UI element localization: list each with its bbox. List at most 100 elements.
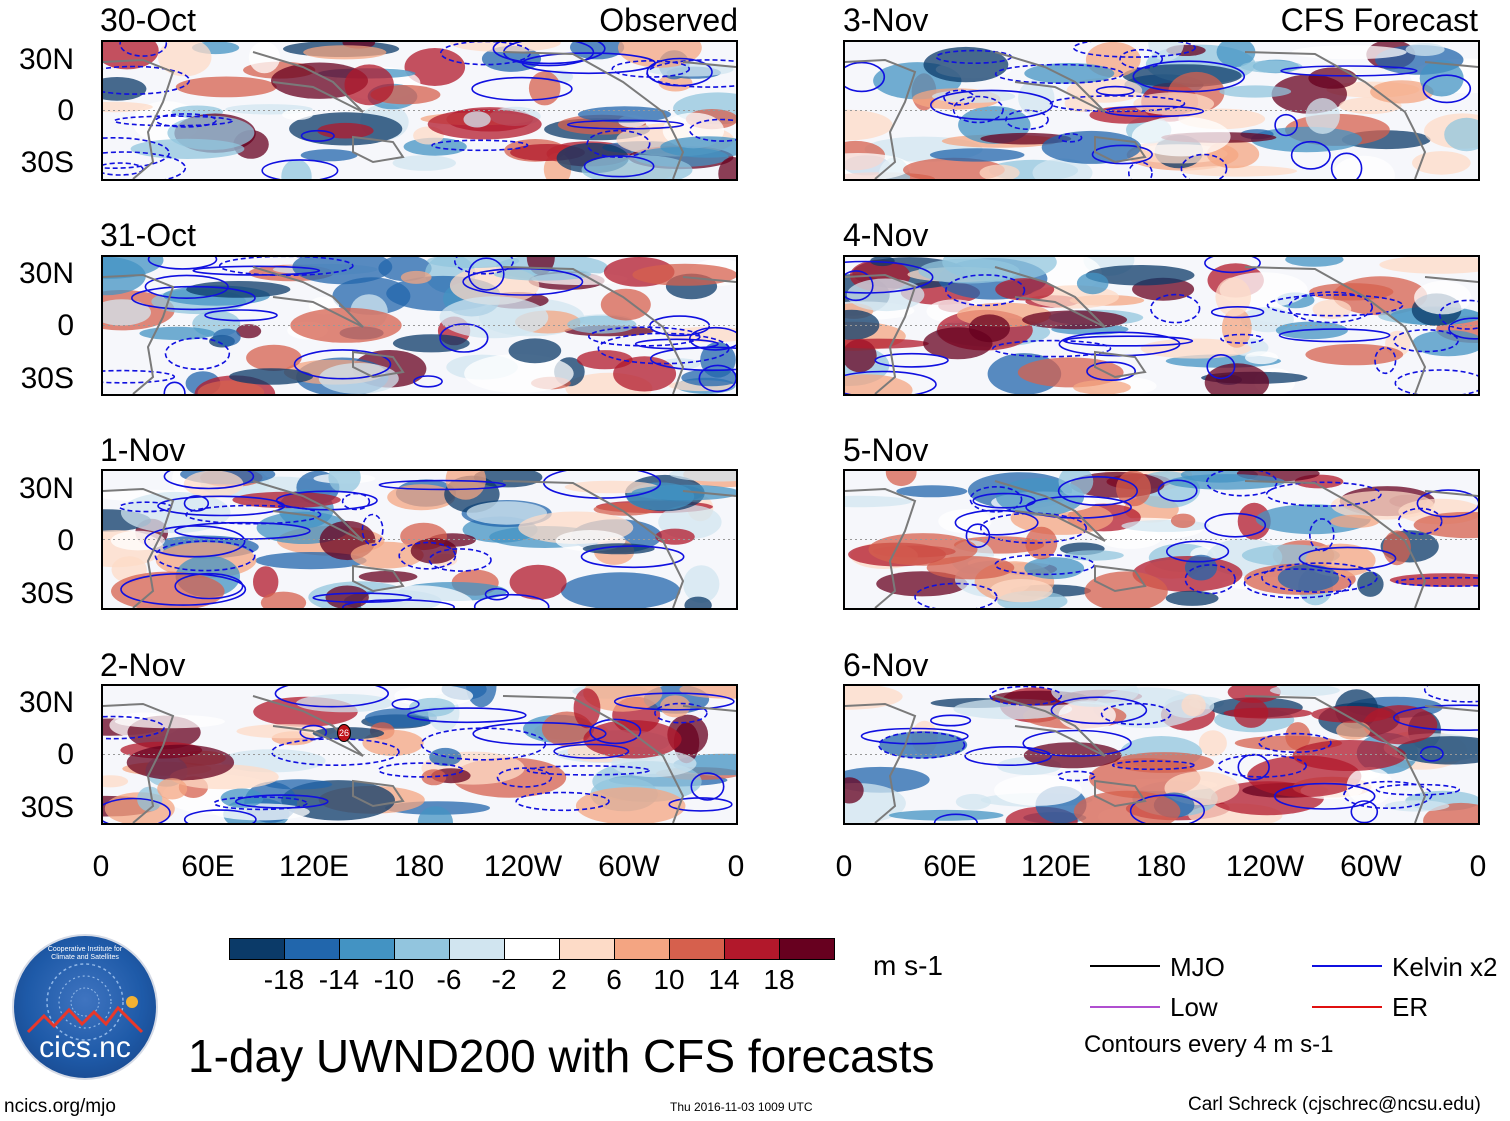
wind-anomaly-patch (1121, 519, 1210, 532)
wind-anomaly-patch (718, 157, 736, 179)
kelvin-contour (845, 260, 934, 294)
kelvin-contour (860, 727, 969, 745)
coastline (994, 51, 1106, 113)
coastline (502, 266, 685, 394)
kelvin-contour (472, 721, 607, 746)
lat-tick-label: 30N (18, 257, 74, 290)
coastline (352, 350, 405, 379)
coastline (682, 490, 736, 497)
wind-anomaly-patch (1336, 720, 1371, 740)
map-canvas (845, 471, 1478, 608)
kelvin-contour (649, 346, 736, 372)
wind-anomaly-patch (445, 471, 486, 500)
colorbar-swatch (779, 938, 835, 960)
coastline (845, 487, 917, 608)
wind-anomaly-patch (903, 157, 1005, 179)
wind-anomaly-patch (1017, 357, 1124, 388)
wind-anomaly-patch (1346, 766, 1394, 805)
lon-tick-label: 0 (727, 850, 745, 883)
map-panel (843, 469, 1480, 610)
contour-interval-note: Contours every 4 m s-1 (1084, 1031, 1334, 1058)
kelvin-contour (174, 572, 244, 600)
kelvin-contour (1395, 576, 1478, 587)
wind-anomaly-patch (290, 307, 402, 343)
wind-anomaly-patch (1331, 490, 1434, 520)
wind-anomaly-patch (409, 697, 455, 717)
panel-date: 31-Oct (100, 217, 197, 253)
coastline (1094, 779, 1147, 808)
kelvin-contour (1394, 369, 1478, 394)
wind-anomaly-patch (918, 258, 1020, 284)
wind-anomaly-patch (1098, 527, 1162, 549)
wind-anomaly-patch (567, 315, 637, 334)
wind-anomaly-patch (1181, 694, 1206, 717)
kelvin-contour (964, 745, 1052, 766)
kelvin-contour (293, 349, 392, 380)
kelvin-contour (589, 718, 642, 745)
wind-anomaly-patch (660, 136, 736, 158)
wind-anomaly-patch (1148, 42, 1184, 61)
lat-tick-label: 0 (57, 524, 74, 557)
wind-anomaly-patch (968, 314, 1010, 343)
kelvin-contour (1374, 346, 1397, 375)
kelvin-contour (1204, 257, 1261, 274)
wind-anomaly-patch (246, 344, 302, 371)
wind-anomaly-patch (1413, 511, 1478, 539)
kelvin-contour (1100, 702, 1172, 726)
wind-anomaly-patch (1032, 158, 1093, 179)
colorbar-tick-label: -14 (318, 964, 360, 995)
wind-anomaly-patch (103, 101, 153, 113)
wind-anomaly-patch (157, 778, 188, 800)
kelvin-contour (377, 762, 464, 778)
lat-tick-label: 30N (18, 43, 74, 76)
legend-label-er: ER (1392, 992, 1429, 1022)
wind-anomaly-patch (938, 509, 992, 534)
colorbar-tick-label: -10 (373, 964, 415, 995)
kelvin-contour (1180, 153, 1228, 179)
kelvin-contour (1375, 783, 1461, 796)
kelvin-contour (845, 370, 937, 394)
kelvin-contour (611, 59, 691, 78)
kelvin-contour (163, 381, 186, 394)
wind-anomaly-patch (410, 538, 458, 564)
kelvin-contour (1057, 770, 1096, 782)
wind-anomaly-patch (845, 338, 929, 349)
wind-anomaly-patch (400, 270, 432, 284)
kelvin-contour (878, 731, 966, 759)
wind-anomaly-patch (392, 155, 456, 171)
wind-anomaly-patch (236, 724, 336, 739)
coastline (994, 266, 1106, 328)
wind-anomaly-patch (358, 570, 418, 583)
colorbar-tick-label: 14 (708, 964, 740, 995)
legend-label-kelvin: Kelvin x2 (1392, 952, 1498, 982)
wind-anomaly-patch (392, 334, 470, 353)
wind-anomaly-patch (1245, 351, 1279, 365)
wind-anomaly-patch (845, 309, 880, 341)
wind-anomaly-patch (1312, 299, 1352, 319)
wind-anomaly-patch (1311, 706, 1392, 723)
kelvin-contour (342, 599, 455, 608)
kelvin-contour (1330, 152, 1363, 179)
kelvin-contour (398, 541, 457, 570)
wind-anomaly-patch (212, 328, 241, 347)
coastline (103, 487, 175, 608)
colorbar-tick-label: 2 (551, 964, 567, 995)
wind-anomaly-patch (137, 786, 163, 812)
wind-anomaly-patch (1219, 85, 1292, 98)
wind-anomaly-patch (560, 572, 681, 608)
wind-anomaly-patch (281, 159, 312, 179)
kelvin-contour (945, 274, 1026, 307)
wind-anomaly-patch (1024, 63, 1115, 84)
wind-anomaly-patch (439, 296, 549, 339)
panel-date: 3-Nov (843, 2, 929, 38)
lon-tick-label: 120E (1020, 850, 1092, 883)
kelvin-contour (874, 352, 949, 368)
colorbar-swatch (504, 938, 560, 960)
kelvin-contour (646, 57, 713, 87)
wind-anomaly-patch (994, 774, 1082, 806)
kelvin-contour (566, 119, 685, 130)
legend-label-mjo: MJO (1170, 952, 1225, 982)
kelvin-contour (213, 796, 308, 811)
kelvin-contour (1423, 686, 1478, 703)
kelvin-contour (300, 129, 335, 142)
